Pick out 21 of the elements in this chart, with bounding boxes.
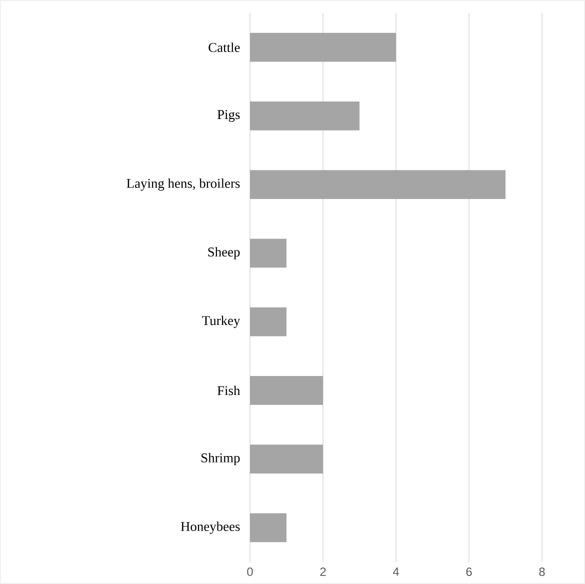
y-tick-label: Sheep [208, 247, 240, 260]
bar [250, 238, 286, 268]
x-tick-label: 2 [320, 568, 326, 576]
bar [250, 513, 286, 542]
x-tick-label: 4 [392, 568, 399, 576]
y-tick-label: Honeybees [180, 522, 240, 534]
bar [250, 376, 323, 405]
y-tick-label: Shrimp [202, 452, 240, 466]
y-tick-label: Turkey [202, 316, 240, 328]
y-tick-label: Cattle [208, 42, 240, 52]
bar [250, 32, 396, 62]
bar [250, 444, 323, 474]
bar [250, 170, 506, 199]
y-tick-label: Pigs [217, 110, 240, 122]
y-tick-label: Laying hens, broilers [126, 178, 240, 191]
x-tick-label: 0 [247, 568, 253, 576]
x-tick-label: 8 [539, 568, 545, 576]
x-tick-label: 6 [466, 568, 472, 576]
bar [250, 102, 360, 130]
bar [250, 307, 286, 336]
y-tick-label: Fish [217, 386, 240, 396]
